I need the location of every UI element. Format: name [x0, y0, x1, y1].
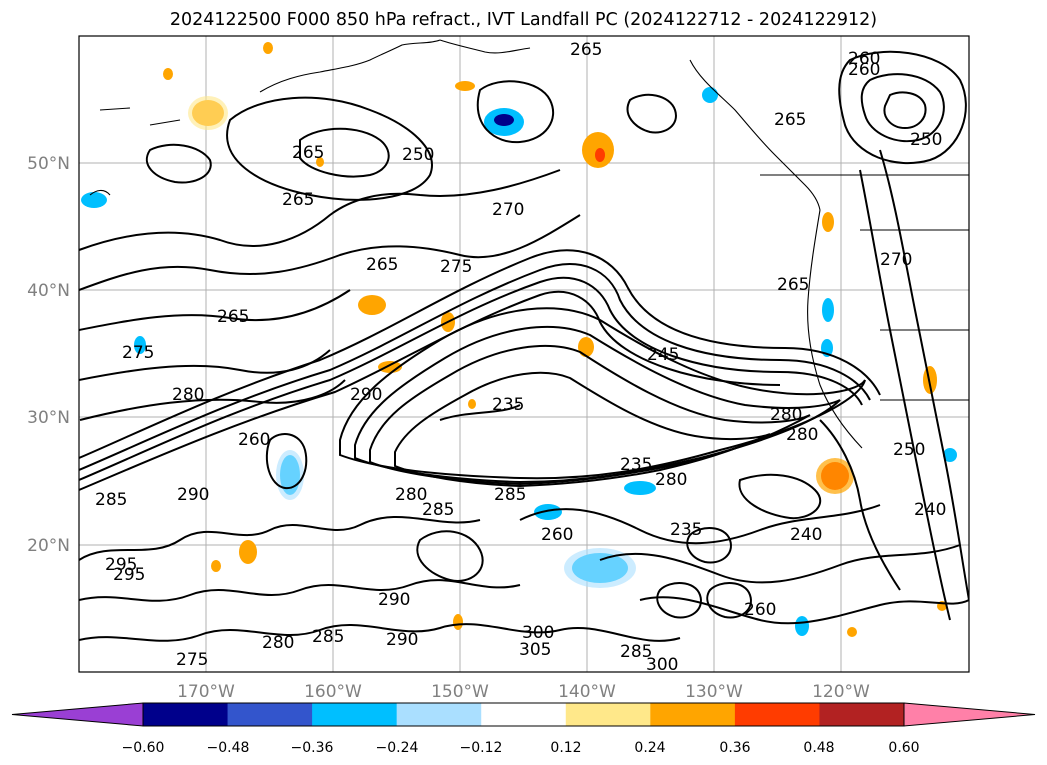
contour-label: 280	[770, 405, 802, 425]
colorbar-segment	[143, 703, 229, 726]
contour-label: 260	[848, 60, 880, 80]
contour-label: 300	[646, 655, 678, 675]
colorbar	[11, 702, 1036, 727]
lon-label: 140°W	[558, 682, 616, 702]
contour-label: 260	[744, 600, 776, 620]
lon-label: 150°W	[431, 682, 489, 702]
lat-axis: 50°N 40°N 30°N 20°N	[27, 154, 70, 556]
colorbar-segment	[819, 703, 905, 726]
colorbar-tick-label: 0.12	[550, 740, 581, 756]
colorbar-extend-low	[11, 702, 144, 727]
contour-label-group: 265 260 265 250 265 260 265 270 265 275 …	[95, 40, 946, 675]
contour-label: 305	[519, 640, 551, 660]
lon-label: 130°W	[685, 682, 743, 702]
contour-label: 260	[541, 525, 573, 545]
map-content: 265 260 265 250 265 260 265 270 265 275 …	[79, 36, 969, 675]
contour-label: 265	[777, 275, 809, 295]
contour-label: 280	[172, 385, 204, 405]
contour-label: 290	[386, 630, 418, 650]
contour-label: 265	[570, 40, 602, 60]
colorbar-ticks: −0.60 −0.48 −0.36 −0.24 −0.12 0.12 0.24 …	[122, 740, 920, 756]
contour-label: 260	[238, 430, 270, 450]
lon-label: 120°W	[812, 682, 870, 702]
contour-label: 295	[105, 555, 137, 575]
contour-label: 290	[378, 590, 410, 610]
contour-label: 290	[177, 485, 209, 505]
colorbar-segment	[396, 703, 482, 726]
contour-label: 285	[95, 490, 127, 510]
lat-label: 50°N	[27, 154, 70, 174]
contour-label: 250	[910, 130, 942, 150]
contour-label: 235	[670, 520, 702, 540]
lon-label: 170°W	[177, 682, 235, 702]
colorbar-tick-label: 0.60	[888, 740, 919, 756]
contour-label: 240	[790, 525, 822, 545]
shaded-patches	[81, 42, 957, 637]
contour-label: 240	[914, 500, 946, 520]
lat-label: 40°N	[27, 281, 70, 301]
colorbar-tick-label: 0.48	[803, 740, 834, 756]
map-border	[78, 35, 970, 673]
colorbar-tick-label: −0.24	[376, 740, 419, 756]
colorbar-segment	[227, 703, 313, 726]
contour-label: 245	[647, 345, 679, 365]
contour-label: 280	[395, 485, 427, 505]
contour-label: 275	[440, 257, 472, 277]
contour-label: 285	[422, 500, 454, 520]
colorbar-segment	[481, 703, 567, 726]
contour-label: 290	[350, 385, 382, 405]
figure-title: 2024122500 F000 850 hPa refract., IVT La…	[169, 10, 878, 30]
colorbar-tick-label: −0.12	[460, 740, 503, 756]
contour-label: 265	[366, 255, 398, 275]
colorbar-extend-high	[903, 702, 1036, 727]
coastlines	[89, 39, 969, 449]
contour-label: 280	[262, 633, 294, 653]
colorbar-segment	[734, 703, 820, 726]
contour-label: 275	[122, 343, 154, 363]
contour-label: 280	[786, 425, 818, 445]
colorbar-segment	[565, 703, 651, 726]
contour-lines	[79, 50, 969, 642]
lon-label: 160°W	[304, 682, 362, 702]
colorbar-frame	[142, 702, 905, 727]
contour-label: 280	[655, 470, 687, 490]
colorbar-segment	[312, 703, 398, 726]
contour-label: 250	[893, 440, 925, 460]
contour-label: 235	[492, 395, 524, 415]
contour-label: 300	[522, 623, 554, 643]
colorbar-tick-label: 0.36	[719, 740, 750, 756]
contour-label: 270	[880, 250, 912, 270]
lat-label: 20°N	[27, 536, 70, 556]
contour-label: 265	[292, 143, 324, 163]
colorbar-tick-label: −0.60	[122, 740, 165, 756]
colorbar-tick-label: −0.48	[207, 740, 250, 756]
colorbar-segment	[650, 703, 736, 726]
contour-label: 265	[217, 307, 249, 327]
lon-axis: 170°W 160°W 150°W 140°W 130°W 120°W	[177, 682, 870, 702]
contour-label: 265	[774, 110, 806, 130]
contour-label: 285	[312, 627, 344, 647]
contour-label: 235	[620, 455, 652, 475]
colorbar-tick-label: 0.24	[634, 740, 665, 756]
contour-label: 270	[492, 200, 524, 220]
contour-label: 265	[282, 190, 314, 210]
contour-label: 285	[620, 642, 652, 662]
contour-label: 295	[113, 565, 145, 585]
lat-label: 30°N	[27, 408, 70, 428]
contour-label: 275	[176, 650, 208, 670]
contour-label: 250	[402, 145, 434, 165]
map-area	[79, 36, 969, 672]
contour-label: 260	[848, 49, 880, 69]
colorbar-tick-label: −0.36	[291, 740, 334, 756]
contour-label: 285	[494, 485, 526, 505]
